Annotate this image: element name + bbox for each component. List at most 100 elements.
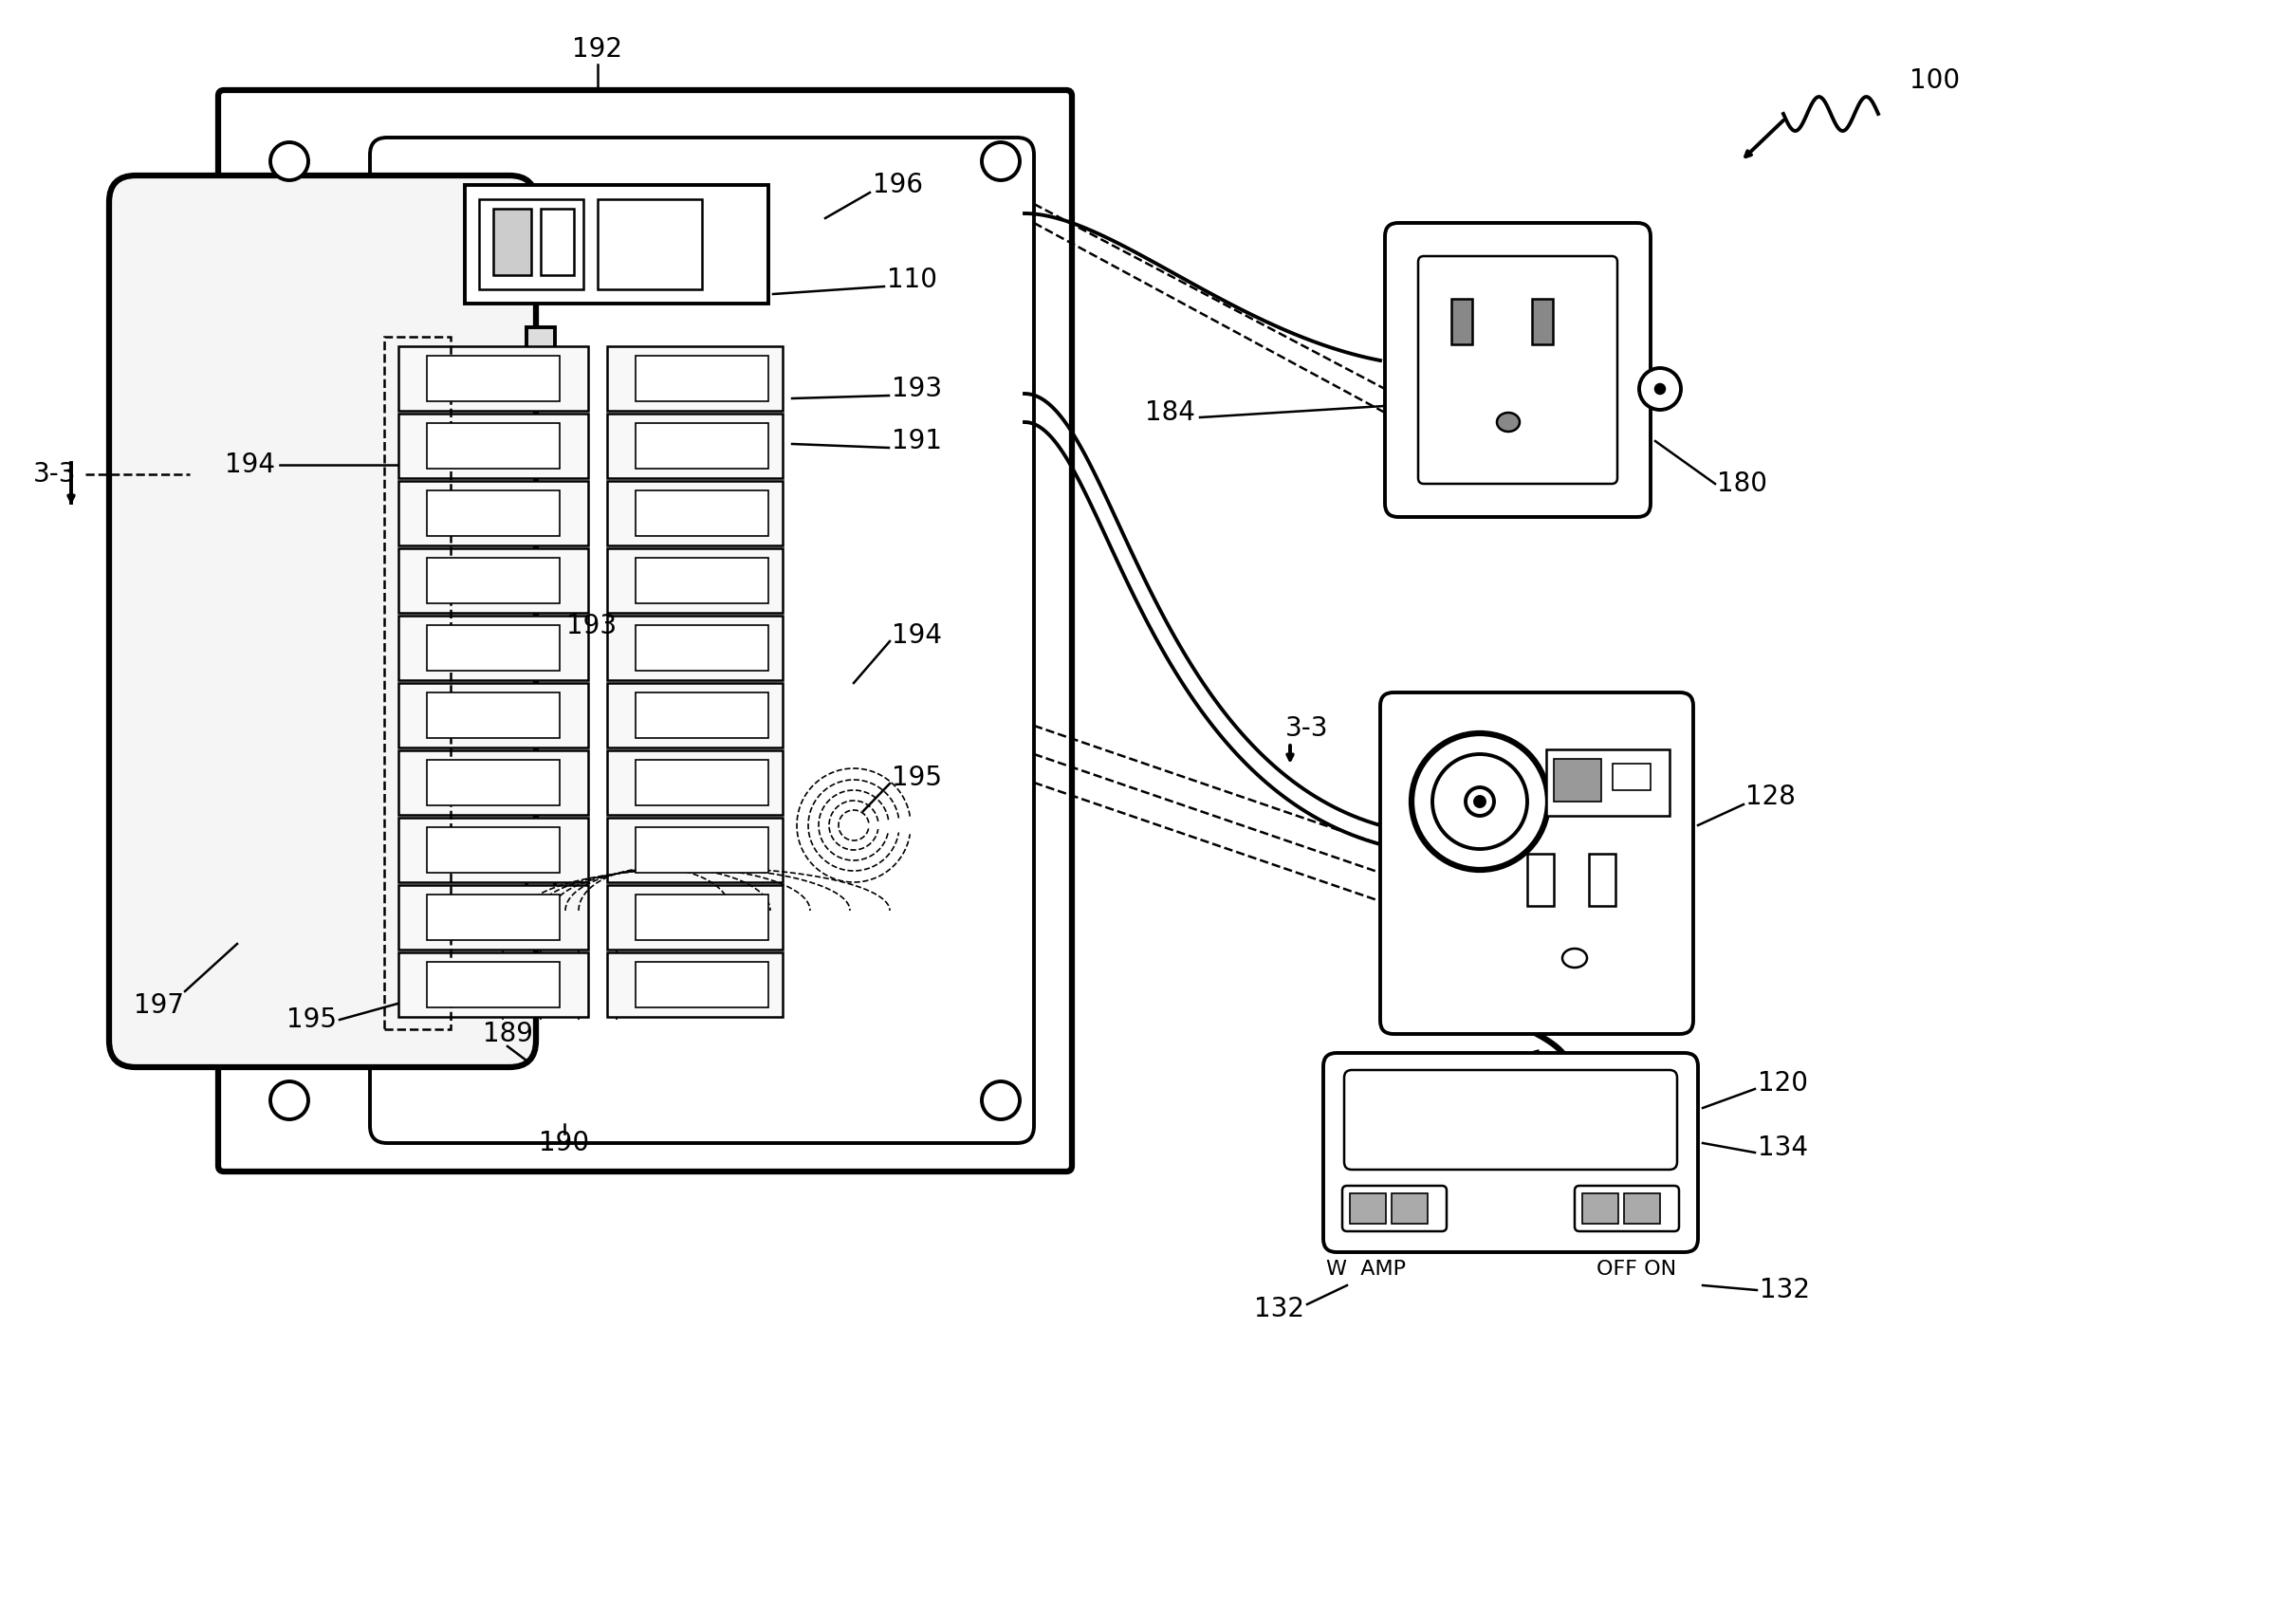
Bar	[427, 827, 561, 872]
Bar	[427, 625, 561, 671]
Bar	[540, 209, 574, 274]
Ellipse shape	[1496, 412, 1519, 432]
Bar	[1589, 854, 1616, 906]
Bar	[606, 481, 783, 546]
Bar	[400, 885, 588, 950]
Text: 120: 120	[1757, 1070, 1807, 1096]
Bar	[606, 549, 783, 612]
Bar	[427, 760, 561, 806]
Bar	[1528, 854, 1553, 906]
Bar	[384, 336, 449, 1030]
Circle shape	[1412, 734, 1548, 870]
Bar	[636, 356, 767, 401]
Bar	[400, 615, 588, 680]
FancyBboxPatch shape	[370, 138, 1033, 1143]
Bar	[400, 346, 588, 411]
FancyBboxPatch shape	[1344, 1070, 1678, 1169]
Text: 184: 184	[1144, 400, 1196, 425]
Bar	[493, 209, 531, 274]
Bar	[606, 952, 783, 1017]
Bar	[1553, 758, 1600, 802]
Bar	[427, 356, 561, 401]
Bar	[1612, 763, 1650, 791]
Circle shape	[1655, 385, 1664, 393]
Text: 100: 100	[1909, 67, 1961, 94]
Text: 194: 194	[225, 451, 275, 477]
Bar	[606, 885, 783, 950]
Bar	[636, 827, 767, 872]
Text: 190: 190	[540, 1130, 590, 1156]
Ellipse shape	[1562, 948, 1587, 968]
Bar	[427, 961, 561, 1007]
Text: 3-3: 3-3	[1285, 715, 1328, 742]
FancyBboxPatch shape	[1419, 257, 1616, 484]
Bar	[427, 895, 561, 940]
Bar	[636, 895, 767, 940]
Circle shape	[1432, 754, 1528, 849]
Text: 585.25: 585.25	[1448, 1093, 1571, 1124]
Bar	[400, 952, 588, 1017]
Text: 180: 180	[1716, 471, 1768, 497]
Bar	[606, 818, 783, 882]
Bar	[1532, 299, 1553, 344]
Bar	[527, 328, 554, 385]
Bar	[427, 490, 561, 536]
Text: 128: 128	[1746, 783, 1796, 810]
Bar	[606, 346, 783, 411]
Text: OFF ON: OFF ON	[1596, 1260, 1675, 1278]
Bar	[636, 625, 767, 671]
Circle shape	[270, 1082, 309, 1119]
Bar	[597, 200, 701, 289]
Text: 196: 196	[872, 172, 924, 198]
Bar	[400, 684, 588, 747]
Circle shape	[983, 143, 1019, 180]
Bar	[636, 424, 767, 469]
Bar	[400, 750, 588, 815]
Circle shape	[1466, 788, 1494, 815]
Bar	[465, 185, 767, 304]
Text: 197: 197	[134, 992, 184, 1018]
Bar	[400, 481, 588, 546]
Text: 132: 132	[1253, 1296, 1305, 1322]
Bar	[606, 615, 783, 680]
FancyBboxPatch shape	[218, 89, 1071, 1171]
Text: 110: 110	[888, 266, 938, 292]
Bar	[1582, 1194, 1619, 1224]
Circle shape	[983, 1082, 1019, 1119]
Text: 193: 193	[565, 612, 617, 640]
Text: 132: 132	[1759, 1276, 1809, 1304]
Bar	[1451, 299, 1473, 344]
Bar	[1351, 1194, 1387, 1224]
Circle shape	[1476, 797, 1485, 806]
Text: 134: 134	[1757, 1135, 1807, 1161]
Bar	[1623, 1194, 1659, 1224]
Bar	[606, 414, 783, 477]
FancyBboxPatch shape	[1575, 1186, 1680, 1231]
Text: 192: 192	[572, 36, 622, 63]
Bar	[400, 818, 588, 882]
Bar	[427, 692, 561, 737]
Bar	[400, 549, 588, 612]
Bar	[636, 760, 767, 806]
FancyBboxPatch shape	[1380, 692, 1693, 1034]
Bar	[1546, 749, 1668, 815]
Text: 195: 195	[286, 1007, 336, 1033]
Bar	[606, 750, 783, 815]
Bar	[636, 692, 767, 737]
Text: 193: 193	[892, 375, 942, 403]
Bar	[636, 961, 767, 1007]
Text: 195: 195	[892, 765, 942, 791]
Text: WATTS: WATTS	[1455, 1134, 1566, 1161]
Bar	[427, 557, 561, 603]
Text: 189: 189	[481, 1021, 533, 1047]
Circle shape	[1639, 369, 1680, 409]
FancyBboxPatch shape	[109, 175, 536, 1067]
Bar	[427, 424, 561, 469]
Text: 3-3: 3-3	[34, 461, 77, 487]
Bar	[606, 684, 783, 747]
Bar	[1392, 1194, 1428, 1224]
FancyBboxPatch shape	[1385, 222, 1650, 516]
FancyBboxPatch shape	[1342, 1186, 1446, 1231]
Text: 194: 194	[892, 622, 942, 650]
Bar	[636, 490, 767, 536]
